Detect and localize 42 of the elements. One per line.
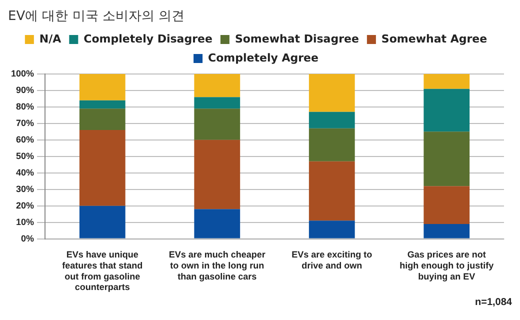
bar xyxy=(79,100,126,109)
y-tick-label: 60% xyxy=(16,134,34,144)
bar xyxy=(424,88,470,132)
x-tick-label: Gas prices are not high enough to justify buying an EV xyxy=(400,250,494,282)
legend-label: N/A xyxy=(39,32,62,46)
bar xyxy=(424,132,470,186)
bar xyxy=(79,74,126,100)
bar xyxy=(79,108,126,130)
x-tick-label: EVs are exciting to drive and own xyxy=(292,250,373,270)
y-tick-label: 80% xyxy=(16,101,34,112)
legend-label: Completely Disagree xyxy=(84,32,212,46)
y-tick-label: 40% xyxy=(16,167,34,178)
chart-title: EV에 대한 미국 소비자의 의견 xyxy=(8,8,186,26)
y-tick-label: 10% xyxy=(16,216,34,227)
bar xyxy=(424,74,470,89)
bar xyxy=(308,112,355,128)
bar xyxy=(424,224,470,238)
y-tick-label: 100% xyxy=(10,68,34,78)
y-tick-label: 70% xyxy=(16,118,34,128)
y-tick-label: 30% xyxy=(16,184,34,194)
y-tick-label: 50% xyxy=(16,150,34,161)
bar xyxy=(194,108,240,140)
bar xyxy=(79,206,126,238)
bar xyxy=(194,74,240,98)
legend-label: Somewhat Agree xyxy=(381,32,488,46)
y-tick-label: 20% xyxy=(16,200,34,210)
bar xyxy=(308,74,355,112)
x-tick-label: EVs have unique features that stand out from gasoline counterparts xyxy=(62,250,143,292)
legend-label: Completely Agree xyxy=(208,51,318,64)
x-tick-label: EVs are much cheaper to own in the long run than gasoline cars xyxy=(168,250,266,282)
bar xyxy=(79,130,126,206)
text: n=1,084 xyxy=(474,296,512,310)
legend-label: Somewhat Disagree xyxy=(234,32,359,46)
bar xyxy=(194,97,240,109)
bar xyxy=(308,128,355,162)
bar xyxy=(308,220,355,238)
bar xyxy=(424,186,470,224)
bar xyxy=(194,140,240,210)
y-tick-label: 90% xyxy=(16,84,34,95)
bar xyxy=(308,161,355,221)
y-tick-label: 0% xyxy=(21,233,34,244)
bar xyxy=(194,209,240,238)
